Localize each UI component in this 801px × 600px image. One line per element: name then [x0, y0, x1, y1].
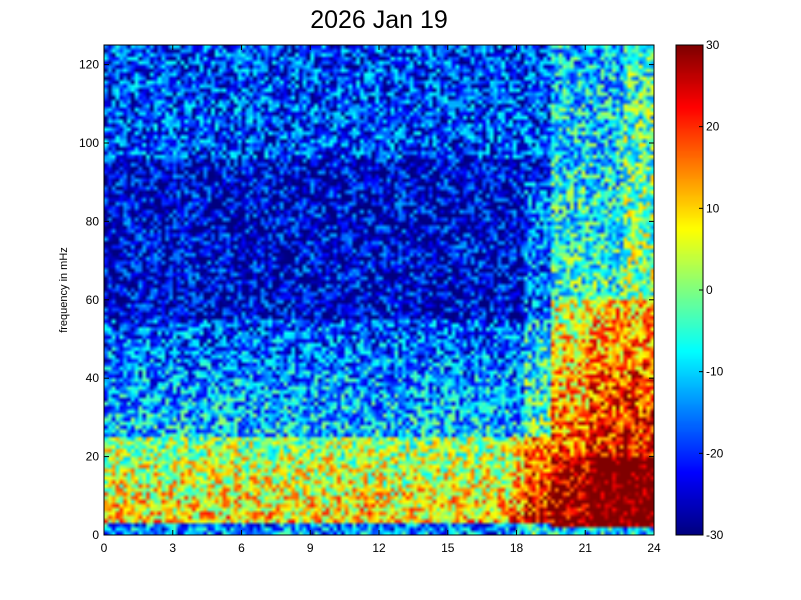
colorbar-tick-label: 20 — [706, 120, 720, 134]
x-tick-label: 15 — [441, 541, 455, 555]
x-tick-label: 24 — [647, 541, 661, 555]
y-tick-label: 20 — [86, 450, 100, 464]
colorbar-tick-label: 10 — [706, 201, 720, 215]
colorbar-tick-label: 30 — [706, 38, 720, 52]
y-tick-label: 120 — [79, 58, 99, 72]
y-axis: 0 20 40 60 80 100 120 — [79, 58, 654, 542]
y-tick-label: 0 — [92, 528, 99, 542]
colorbar-tick-label: -10 — [706, 365, 724, 379]
colorbar-tick-label: 0 — [706, 283, 713, 297]
x-tick-label: 9 — [307, 541, 314, 555]
x-tick-label: 0 — [101, 541, 108, 555]
colorbar-tick-label: -20 — [706, 446, 724, 460]
x-tick-label: 3 — [169, 541, 176, 555]
x-tick-label: 12 — [372, 541, 386, 555]
y-tick-label: 100 — [79, 136, 99, 150]
x-axis: 0 3 6 9 12 15 18 21 24 — [101, 45, 661, 555]
y-tick-label: 40 — [86, 371, 100, 385]
x-tick-label: 6 — [238, 541, 245, 555]
colorbar-image — [676, 45, 703, 535]
colorbar-axis: -30 -20 -10 0 10 20 30 — [699, 38, 724, 542]
x-tick-label: 21 — [579, 541, 593, 555]
y-tick-label: 60 — [86, 293, 100, 307]
y-tick-label: 80 — [86, 214, 100, 228]
x-tick-label: 18 — [510, 541, 524, 555]
heatmap-image — [104, 45, 654, 535]
colorbar-tick-label: -30 — [706, 528, 724, 542]
chart-title: 2026 Jan 19 — [310, 6, 448, 34]
